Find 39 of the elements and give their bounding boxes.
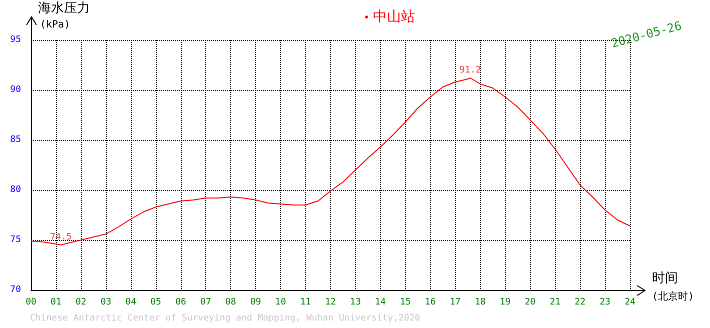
x-tick-label: 09: [250, 298, 262, 308]
y-tick-label: 75: [10, 235, 21, 245]
text: (北京时): [652, 290, 694, 302]
x-tick-label: 00: [26, 298, 36, 308]
x-tick-label: 23: [600, 298, 610, 308]
y-tick-label: 70: [10, 285, 21, 295]
x-tick-label: 17: [450, 298, 461, 308]
x-tick-label: 15: [400, 298, 411, 308]
x-tick-label: 22: [574, 298, 586, 308]
x-tick-label: 12: [325, 298, 336, 308]
y-tick-label: 95: [10, 35, 21, 45]
x-tick-label: 06: [175, 298, 186, 308]
x-tick-label: 07: [200, 298, 212, 308]
y-axis-title: 海水压力: [38, 1, 90, 16]
x-tick-label: 24: [624, 298, 636, 308]
y-tick-label: 90: [10, 85, 21, 95]
x-tick-label: 05: [150, 298, 162, 308]
x-tick-label: 02: [75, 298, 86, 308]
x-tick-label: 14: [374, 298, 386, 308]
x-tick-label: 21: [550, 298, 561, 308]
x-tick-label: 04: [125, 298, 136, 308]
x-tick-label: 13: [350, 298, 361, 308]
x-axis-title: 时间: [652, 271, 678, 286]
annotation: 91.2: [459, 66, 482, 76]
text: (kPa): [40, 20, 70, 30]
annotation: 74.5: [50, 232, 72, 242]
x-tick-label: 16: [424, 298, 436, 308]
legend-label: 中山站: [373, 9, 415, 25]
x-tick-label: 08: [225, 298, 236, 308]
x-tick-label: 19: [500, 298, 511, 308]
x-tick-label: 18: [474, 298, 486, 308]
x-tick-label: 03: [100, 298, 112, 308]
x-tick-label: 01: [50, 298, 62, 308]
y-tick-label: 85: [10, 135, 21, 145]
line-series: [30, 78, 630, 246]
x-tick-label: 20: [524, 298, 536, 308]
x-tick-label: 11: [300, 298, 311, 308]
x-tick-label: 10: [275, 298, 286, 308]
y-tick-label: 80: [10, 185, 21, 195]
